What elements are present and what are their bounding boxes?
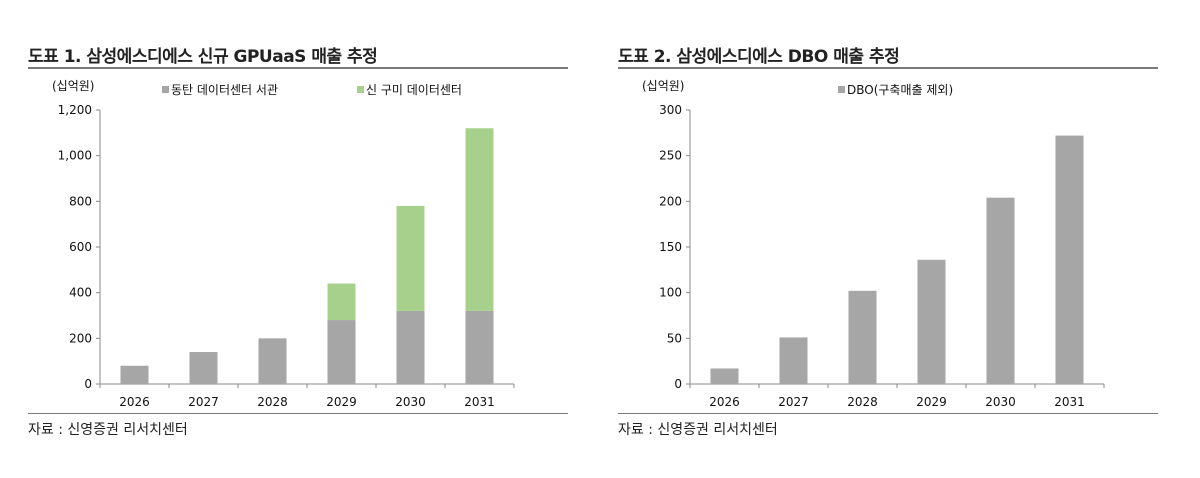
legend-swatch xyxy=(357,86,364,93)
bar xyxy=(848,290,877,384)
unit-label: (십억원) xyxy=(52,79,94,93)
bar xyxy=(396,205,425,311)
source-rule xyxy=(28,413,568,414)
y-tick-label: 1,000 xyxy=(58,149,92,163)
bar xyxy=(327,283,356,321)
legend-label: DBO(구축매출 제외) xyxy=(847,83,953,97)
y-tick-label: 200 xyxy=(69,331,92,345)
y-tick-label: 300 xyxy=(659,103,682,117)
bar xyxy=(396,310,425,384)
y-tick-label: 250 xyxy=(659,149,682,163)
source-note: 자료 : 신영증권 리서치센터 xyxy=(28,422,188,438)
bar xyxy=(120,365,149,384)
x-tick-label: 2027 xyxy=(778,395,809,409)
bar xyxy=(327,320,356,384)
source-note: 자료 : 신영증권 리서치센터 xyxy=(618,422,778,438)
y-tick-label: 600 xyxy=(69,240,92,254)
source-rule xyxy=(618,413,1158,414)
y-tick-label: 0 xyxy=(674,377,682,391)
title-rule xyxy=(618,67,1158,69)
bar xyxy=(986,197,1015,384)
bar xyxy=(1055,135,1084,384)
legend-label: 동탄 데이터센터 서관 xyxy=(171,83,278,97)
legend-swatch xyxy=(838,86,845,93)
x-tick-label: 2030 xyxy=(985,395,1016,409)
x-tick-label: 2031 xyxy=(464,395,495,409)
bar xyxy=(258,338,287,384)
y-tick-label: 100 xyxy=(659,286,682,300)
y-tick-label: 150 xyxy=(659,240,682,254)
bar xyxy=(917,259,946,384)
dbo-chart-svg: (십억원) DBO(구축매출 제외) 0 50 100 150 200 250 300 2026 2… xyxy=(642,79,1105,409)
x-tick-label: 2026 xyxy=(709,395,740,409)
legend-label: 신 구미 데이터센터 xyxy=(366,83,462,97)
x-tick-label: 2030 xyxy=(395,395,426,409)
bar xyxy=(465,310,494,384)
bar xyxy=(710,368,739,384)
x-tick-label: 2029 xyxy=(326,395,357,409)
bar xyxy=(779,337,808,384)
y-tick-label: 400 xyxy=(69,286,92,300)
bar xyxy=(465,128,494,311)
x-tick-label: 2028 xyxy=(847,395,878,409)
unit-label: (십억원) xyxy=(642,79,684,93)
y-tick-label: 0 xyxy=(84,377,92,391)
legend-swatch xyxy=(162,86,169,93)
y-tick-label: 1,200 xyxy=(58,103,92,117)
x-tick-label: 2028 xyxy=(257,395,288,409)
x-tick-label: 2031 xyxy=(1054,395,1085,409)
y-tick-label: 800 xyxy=(69,194,92,208)
chart-title: 도표 1. 삼성에스디에스 신규 GPUaaS 매출 추정 xyxy=(28,47,378,67)
y-tick-label: 200 xyxy=(659,194,682,208)
chart-title: 도표 2. 삼성에스디에스 DBO 매출 추정 xyxy=(618,47,900,67)
x-tick-label: 2029 xyxy=(916,395,947,409)
title-rule xyxy=(28,67,568,69)
bar xyxy=(189,352,218,384)
chart-panel-dbo: 도표 2. 삼성에스디에스 DBO 매출 추정 (십억원) DBO(구축매출 제외… xyxy=(618,0,1158,478)
x-tick-label: 2026 xyxy=(119,395,150,409)
gpuaas-chart-svg: (십억원) 동탄 데이터센터 서관 신 구미 데이터센터 0 200 400 600 800 1… xyxy=(52,79,515,409)
chart-panel-gpuaas: 도표 1. 삼성에스디에스 신규 GPUaaS 매출 추정 (십억원) 동탄 데이… xyxy=(28,0,568,478)
y-tick-label: 50 xyxy=(667,331,682,345)
x-tick-label: 2027 xyxy=(188,395,219,409)
